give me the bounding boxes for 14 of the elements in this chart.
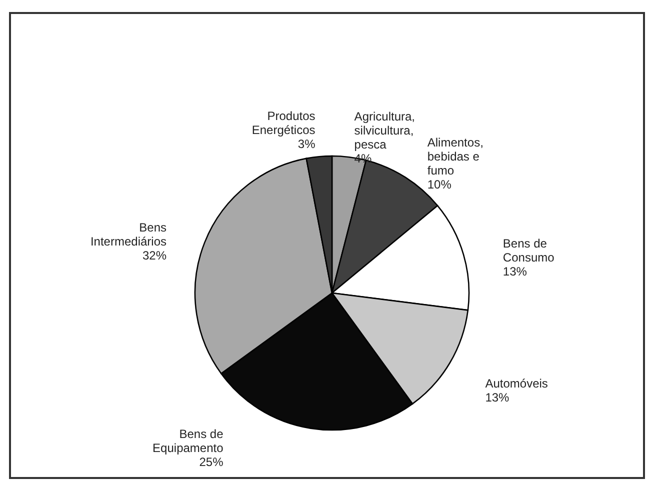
data-label: 13% — [485, 390, 510, 405]
data-label: 25% — [199, 454, 224, 469]
slice-label: Bens Intermediários — [90, 220, 166, 248]
data-label: 3% — [298, 136, 316, 151]
slice-label: Produtos Energéticos — [252, 108, 316, 137]
slice-label: Bens de Equipamento — [152, 426, 224, 455]
slice-label: Automóveis — [485, 376, 548, 391]
slice-label: Bens de Consumo — [502, 236, 555, 264]
slice-label: Agricultura, silvicultura, pesca — [354, 109, 416, 152]
slice-label: Alimentos, bebidas e fumo — [427, 136, 484, 178]
data-label: 4% — [354, 151, 372, 166]
data-label: 32% — [142, 248, 167, 262]
data-label: 13% — [502, 264, 528, 278]
data-label: 10% — [427, 178, 452, 192]
